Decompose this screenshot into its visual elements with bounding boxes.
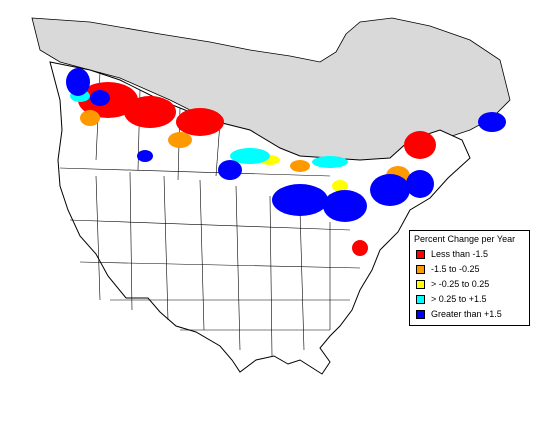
legend-label: Greater than +1.5 — [431, 309, 502, 319]
legend-title: Percent Change per Year — [414, 234, 516, 244]
legend-label: Less than -1.5 — [431, 249, 489, 259]
legend-item-greater-than-1-5: Greater than +1.5 — [416, 308, 502, 320]
trend-cell — [332, 180, 348, 192]
trend-cell — [478, 112, 506, 132]
trend-cell — [406, 170, 434, 198]
trend-cell — [218, 160, 242, 180]
trend-cells — [66, 68, 506, 256]
legend-item-neg-1-5-to-neg-0-25: -1.5 to -0.25 — [416, 263, 480, 275]
legend-swatch — [416, 279, 425, 289]
unsurveyed-region — [31, 17, 511, 163]
trend-cell — [90, 90, 110, 106]
trend-cell — [404, 131, 436, 159]
legend-swatch — [416, 294, 425, 304]
trend-cell — [323, 190, 367, 222]
legend-swatch — [416, 264, 425, 274]
boundary-lines — [59, 71, 361, 357]
trend-cell — [352, 240, 368, 256]
legend-swatch — [416, 309, 425, 319]
legend-item-less-than-neg-1-5: Less than -1.5 — [416, 248, 488, 260]
legend-item-0-25-to-1-5: > 0.25 to +1.5 — [416, 293, 487, 305]
trend-cell — [290, 160, 310, 172]
trend-cell — [312, 156, 348, 168]
trend-cell — [124, 96, 176, 128]
trend-cell — [168, 132, 192, 148]
legend-label: -1.5 to -0.25 — [431, 264, 480, 274]
legend-label: > -0.25 to 0.25 — [431, 279, 490, 289]
legend-swatch — [416, 249, 425, 259]
legend-label: > 0.25 to +1.5 — [431, 294, 487, 304]
trend-cell — [176, 108, 224, 136]
trend-cell — [137, 150, 153, 162]
trend-cell — [370, 174, 410, 206]
trend-cell — [80, 110, 100, 126]
trend-cell — [66, 68, 90, 96]
trend-cell — [230, 148, 270, 164]
legend-item-neg-0-25-to-0-25: > -0.25 to 0.25 — [416, 278, 489, 290]
trend-cell — [272, 184, 328, 216]
legend: Percent Change per Year Less than -1.5 -… — [409, 230, 530, 326]
